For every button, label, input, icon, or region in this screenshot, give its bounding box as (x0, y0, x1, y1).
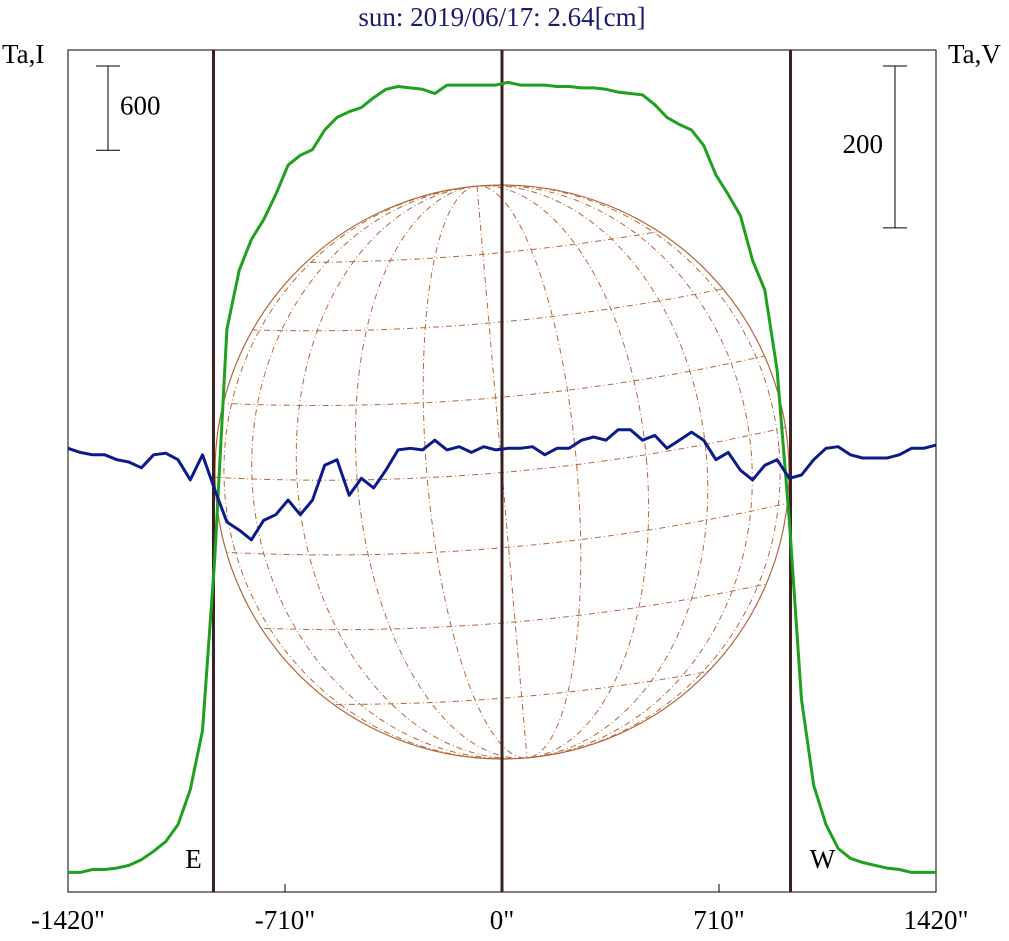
x-tick-label: 0" (490, 905, 515, 935)
limb-label: W (810, 844, 836, 874)
limb-label: E (185, 844, 202, 874)
scale-bar-label: 600 (120, 90, 161, 120)
x-tick-label: -1420" (31, 905, 105, 935)
x-tick-label: 710" (693, 905, 745, 935)
data-line (67, 428, 937, 542)
scale-bar-label: 200 (843, 129, 884, 159)
x-tick-label: 1420" (903, 905, 968, 935)
y2-axis-label: Ta,V (948, 39, 1001, 69)
x-tick-label: -710" (255, 905, 316, 935)
chart-title: sun: 2019/06/17: 2.64[cm] (358, 2, 645, 32)
data-line (68, 80, 936, 874)
y-axis-label: Ta,I (2, 39, 44, 69)
